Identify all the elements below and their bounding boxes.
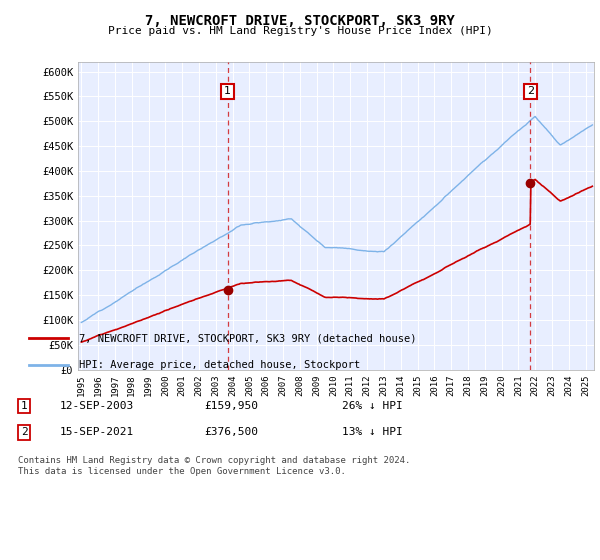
- Text: 7, NEWCROFT DRIVE, STOCKPORT, SK3 9RY: 7, NEWCROFT DRIVE, STOCKPORT, SK3 9RY: [145, 14, 455, 28]
- Text: 13% ↓ HPI: 13% ↓ HPI: [342, 427, 403, 437]
- Text: 2: 2: [20, 427, 28, 437]
- Text: 1: 1: [20, 401, 28, 411]
- Text: 7, NEWCROFT DRIVE, STOCKPORT, SK3 9RY (detached house): 7, NEWCROFT DRIVE, STOCKPORT, SK3 9RY (d…: [79, 333, 417, 343]
- Text: £159,950: £159,950: [204, 401, 258, 411]
- Text: 15-SEP-2021: 15-SEP-2021: [60, 427, 134, 437]
- Text: 12-SEP-2003: 12-SEP-2003: [60, 401, 134, 411]
- Text: Contains HM Land Registry data © Crown copyright and database right 2024.
This d: Contains HM Land Registry data © Crown c…: [18, 456, 410, 476]
- Text: Price paid vs. HM Land Registry's House Price Index (HPI): Price paid vs. HM Land Registry's House …: [107, 26, 493, 36]
- Text: HPI: Average price, detached house, Stockport: HPI: Average price, detached house, Stoc…: [79, 360, 361, 370]
- Text: 26% ↓ HPI: 26% ↓ HPI: [342, 401, 403, 411]
- Text: 2: 2: [527, 86, 534, 96]
- Text: £376,500: £376,500: [204, 427, 258, 437]
- Text: 1: 1: [224, 86, 231, 96]
